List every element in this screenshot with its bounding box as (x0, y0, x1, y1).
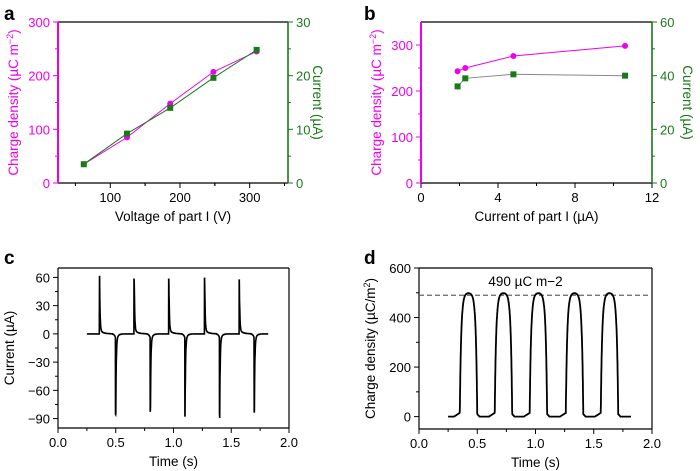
panel-label: b (364, 4, 376, 25)
series-line-right (457, 73, 626, 87)
data-point-current (210, 74, 217, 81)
x-tick-label: 1.5 (585, 436, 603, 451)
y-tick-label: 600 (389, 261, 411, 276)
y-tick-label: 100 (391, 130, 413, 145)
y-tick-label: 0 (43, 327, 50, 342)
series-line-left (457, 45, 626, 72)
y2-tick-label: 20 (660, 122, 674, 137)
data-point-charge (462, 65, 469, 71)
y2-tick-label: 30 (296, 15, 310, 30)
data-point-current (454, 83, 461, 90)
data-point-current (510, 71, 517, 78)
data-point-current (253, 46, 260, 53)
y2-tick-label: 0 (296, 176, 303, 191)
y-tick-label: 0 (43, 176, 50, 191)
x-tick-label: 0.5 (468, 436, 486, 451)
y-tick-label: 0 (406, 176, 413, 191)
x-tick-label: 0 (417, 190, 424, 205)
y-tick-label: 100 (28, 122, 50, 137)
y-tick-label: 30 (36, 299, 50, 314)
data-point-current (80, 161, 87, 168)
x-axis-label: Time (s) (149, 454, 198, 469)
y2-axis-label: Current (µA) (680, 65, 695, 140)
y-tick-label: 400 (389, 311, 411, 326)
x-tick-label: 1.0 (526, 436, 544, 451)
x-tick-label: 2.0 (643, 436, 661, 451)
x-tick-label: 200 (169, 190, 191, 205)
data-point-current (124, 130, 130, 137)
y-tick-label: 0 (404, 410, 411, 425)
x-tick-label: 100 (99, 190, 121, 205)
annotation-490: 490 µC m−2 (488, 274, 562, 289)
data-point-charge (510, 53, 517, 60)
panel-label: d (364, 248, 376, 269)
data-point-charge (454, 68, 461, 75)
y-tick-label: −60 (28, 383, 50, 398)
y-tick-label: 300 (391, 38, 413, 53)
panel-label: a (4, 4, 15, 25)
panel-a: a 100 200 300 0 100 200 300 0 10 20 30 Voltage of pa… (4, 4, 325, 224)
y2-tick-label: 60 (660, 15, 674, 30)
panel-c: c 0.0 0.5 1.0 1.5 2.0 60 30 0 −30 −60 −90 Time (s) Cu… (2, 248, 298, 469)
y-axis-label: Current (µA) (2, 311, 17, 386)
x-axis-label: Voltage of part I (V) (115, 209, 231, 224)
y-tick-label: 60 (36, 270, 50, 285)
y-tick-label: −30 (28, 355, 50, 370)
data-point-charge (622, 42, 629, 49)
data-point-current (167, 104, 174, 111)
current-trace (86, 275, 269, 419)
y-axis-label: Charge density (µC m−2) (368, 29, 384, 175)
panel-d: d 0.0 0.5 1.0 1.5 2.0 0 200 400 600 Time (s) Charge… (362, 248, 661, 470)
x-axis-label: Current of part I (µA) (474, 209, 598, 224)
x-axis-label: Time (s) (511, 455, 560, 470)
y-axis-label: Charge density (µC m−2) (5, 29, 21, 175)
x-tick-label: 0.0 (410, 436, 428, 451)
data-point-current (622, 72, 629, 79)
x-tick-label: 12 (645, 190, 659, 205)
data-point-charge (210, 68, 217, 75)
charge-density-trace (448, 292, 631, 418)
y2-tick-label: 10 (296, 122, 310, 137)
x-tick-label: 0.0 (49, 435, 67, 450)
y-tick-label: −90 (28, 412, 50, 427)
y-tick-label: 200 (391, 84, 413, 99)
x-tick-label: 4 (494, 190, 501, 205)
y-tick-label: 200 (389, 360, 411, 375)
y-tick-label: 200 (28, 69, 50, 84)
x-tick-label: 1.5 (222, 435, 240, 450)
x-tick-label: 8 (571, 190, 578, 205)
y2-tick-label: 0 (660, 176, 667, 191)
x-tick-label: 1.0 (164, 435, 182, 450)
y2-tick-label: 40 (660, 69, 674, 84)
x-tick-label: 2.0 (280, 435, 298, 450)
y-tick-label: 300 (28, 15, 50, 30)
panel-label: c (4, 248, 15, 269)
x-tick-label: 0.5 (107, 435, 125, 450)
y2-axis-label: Current (µA) (310, 65, 325, 140)
x-tick-label: 300 (239, 190, 261, 205)
y2-tick-label: 20 (296, 69, 310, 84)
y-axis-label: Charge density (µC/m2) (362, 278, 378, 419)
data-point-current (462, 75, 469, 82)
